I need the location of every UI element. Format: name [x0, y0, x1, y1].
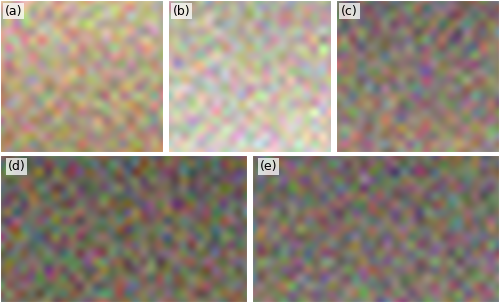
Text: (a): (a) [5, 5, 22, 18]
Text: (b): (b) [173, 5, 190, 18]
Text: (e): (e) [260, 160, 277, 173]
Text: (c): (c) [341, 5, 357, 18]
Text: (d): (d) [8, 160, 25, 173]
